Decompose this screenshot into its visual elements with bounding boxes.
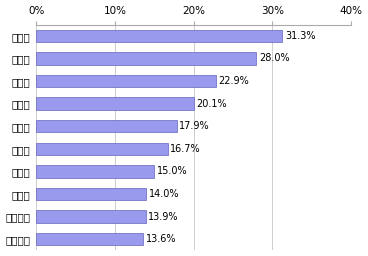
Bar <box>36 233 143 245</box>
Text: 14.0%: 14.0% <box>149 189 179 199</box>
Text: 17.9%: 17.9% <box>179 121 210 131</box>
Text: 20.1%: 20.1% <box>197 99 227 109</box>
Bar <box>36 75 216 87</box>
Bar <box>36 165 154 178</box>
Text: 31.3%: 31.3% <box>285 31 315 41</box>
Text: 16.7%: 16.7% <box>170 144 201 154</box>
Text: 13.6%: 13.6% <box>145 234 176 244</box>
Bar <box>36 120 177 132</box>
Text: 15.0%: 15.0% <box>156 166 187 176</box>
Text: 22.9%: 22.9% <box>219 76 250 86</box>
Bar <box>36 98 194 110</box>
Text: 28.0%: 28.0% <box>259 54 290 63</box>
Bar <box>36 52 256 65</box>
Bar <box>36 188 146 200</box>
Text: 13.9%: 13.9% <box>148 211 178 221</box>
Bar <box>36 210 145 223</box>
Bar <box>36 30 283 42</box>
Bar <box>36 143 167 155</box>
